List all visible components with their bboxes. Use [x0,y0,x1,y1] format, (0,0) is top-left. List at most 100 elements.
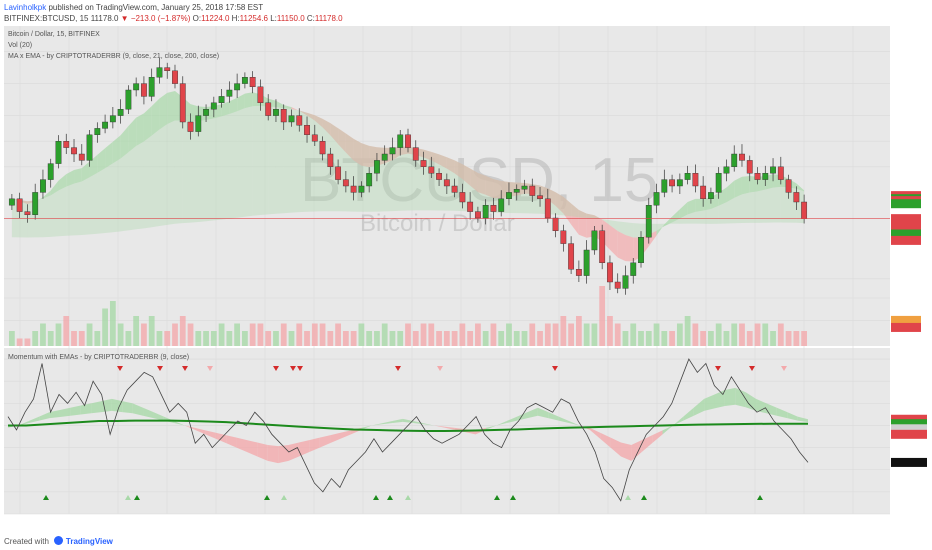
candle-body [739,153,745,161]
candle-body [249,77,256,88]
candle-body [420,160,427,167]
candle-body [63,140,70,148]
volume-bar [148,316,155,346]
momentum-ema-band [600,432,611,448]
price-tag [891,322,921,332]
ema200-band-segment [780,186,789,223]
tradingview-link[interactable]: TradingView [65,537,113,546]
trading-chart[interactable]: BTCUSD, 15 Bitcoin / Dollar Bitcoin / Do… [0,26,932,532]
momentum-ema-band [444,426,455,430]
ema200-band-segment [182,120,191,224]
candle-body [156,67,163,78]
sell-signal-triangle [552,366,558,371]
candle-body [459,192,466,203]
buy-signal-triangle [405,495,411,500]
ema200-band-segment [89,172,98,235]
volume-bar [630,323,637,346]
candle-body [746,160,753,174]
candle-body [374,160,380,174]
buy-signal-triangle [625,495,631,500]
symbol-label: BITFINEX:BTCUSD, 15 [4,14,89,23]
ema200-band-segment [206,118,214,222]
price-scale[interactable] [890,26,932,514]
candle-body [793,192,800,203]
ema-band-segment [361,143,370,168]
candle-body [102,121,109,129]
candle-body [241,77,248,84]
candle-body [645,204,652,238]
momentum-ema-band [122,401,133,414]
volume-bar [467,331,474,346]
candle-body [560,230,567,244]
buy-signal-triangle [264,495,270,500]
volume-bar [614,323,621,346]
volume-bar [109,301,116,346]
volume-bar [575,316,582,346]
candle-body [203,108,209,116]
candle-body [498,198,505,212]
volume-bar [249,323,256,346]
volume-bar [459,323,466,346]
momentum-ema-band [205,430,216,439]
buy-signal-triangle [494,495,500,500]
buy-signal-triangle [43,495,49,500]
volume-bar [731,323,738,346]
momentum-ema-band [423,423,434,426]
ema-band-segment [470,168,478,193]
candle-body [707,192,714,199]
momentum-ema-band [319,435,331,448]
candle-body [591,230,598,251]
momentum-ema-band [589,427,601,439]
ema-band-segment [322,118,331,136]
candle-body [700,185,707,200]
candle-body [94,128,101,136]
volume-bar [513,331,520,346]
volume-bar [529,323,536,346]
volume-bar [583,323,590,346]
volume-bar [568,323,574,346]
volume-bar [599,286,606,346]
volume-bar [770,331,776,346]
sell-signal-triangle [437,366,443,371]
volume-bar [374,331,380,346]
ema200-band-segment [625,222,634,238]
candle-body [366,172,373,187]
price-tag [891,235,921,245]
candle-body [607,262,613,283]
ema200-band-segment [477,173,486,213]
ema-band-segment [353,138,362,166]
ema200-band-segment [244,106,253,217]
candle-body [350,185,357,193]
ema-band-segment [400,146,408,156]
momentum-ema-band [8,425,19,428]
ema200-band-segment [400,146,408,211]
created-with-text: Created with [4,537,49,546]
ema-band-segment [439,154,447,169]
legend-momentum: Momentum with EMAs - by CRIPTOTRADERBR (… [8,354,189,361]
candle-body [280,108,287,123]
ema-band-segment [105,141,113,169]
momentum-ema-band [267,444,279,464]
ema200-band-segment [718,202,727,224]
author-link[interactable]: Lavinholkpk [4,3,47,12]
volume-bar [607,316,613,346]
ema200-band-segment [423,149,432,211]
ema200-band-segment [58,186,67,237]
candle-body [723,166,730,174]
candle-body [381,153,388,161]
signal-line [8,419,808,432]
ema200-band-segment [167,120,175,225]
chart-header: Lavinholkpk published on TradingView.com… [0,0,932,26]
candle-body [490,204,497,212]
ema-band-segment [625,235,634,262]
momentum-ema-band [652,430,663,444]
momentum-ema-band [620,442,632,461]
ema200-band-segment [454,160,463,212]
momentum-ema-band [309,437,320,453]
volume-bar [94,331,101,346]
volume-bar [715,323,722,346]
ema-band-segment [563,196,572,225]
ema-band-segment [120,126,129,159]
ema-band-segment [493,179,502,199]
buy-signal-triangle [641,495,647,500]
